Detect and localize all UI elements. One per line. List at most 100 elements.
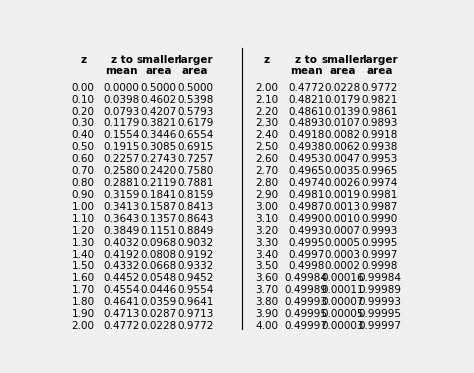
Text: 0.9641: 0.9641 <box>177 297 213 307</box>
Text: 0.49993: 0.49993 <box>284 297 328 307</box>
Text: 0.49995: 0.49995 <box>284 309 328 319</box>
Text: 0.0446: 0.0446 <box>140 285 176 295</box>
Text: 0.8849: 0.8849 <box>177 226 213 236</box>
Text: 0.4772: 0.4772 <box>103 321 140 331</box>
Text: 0.1841: 0.1841 <box>140 190 177 200</box>
Text: 0.99997: 0.99997 <box>358 321 401 331</box>
Text: 0.9772: 0.9772 <box>361 83 398 93</box>
Text: 1.10: 1.10 <box>72 214 95 224</box>
Text: 0.4965: 0.4965 <box>288 166 324 176</box>
Text: 0.1587: 0.1587 <box>140 202 177 212</box>
Text: 0.0359: 0.0359 <box>140 297 176 307</box>
Text: 0.9772: 0.9772 <box>177 321 213 331</box>
Text: 1.70: 1.70 <box>72 285 95 295</box>
Text: 0.2119: 0.2119 <box>140 178 177 188</box>
Text: 0.0107: 0.0107 <box>325 119 361 128</box>
Text: larger
area: larger area <box>362 55 397 76</box>
Text: 0.00005: 0.00005 <box>321 309 364 319</box>
Text: 0.4821: 0.4821 <box>288 95 324 104</box>
Text: 0.4998: 0.4998 <box>288 261 324 272</box>
Text: 0.4332: 0.4332 <box>103 261 140 272</box>
Text: 3.50: 3.50 <box>255 261 278 272</box>
Text: 0.70: 0.70 <box>72 166 95 176</box>
Text: smaller
area: smaller area <box>137 55 180 76</box>
Text: 0.3446: 0.3446 <box>140 130 177 140</box>
Text: 0.7257: 0.7257 <box>177 154 213 164</box>
Text: 0.9192: 0.9192 <box>177 250 213 260</box>
Text: 3.60: 3.60 <box>255 273 278 283</box>
Text: 0.4995: 0.4995 <box>288 238 324 248</box>
Text: 0.4192: 0.4192 <box>103 250 140 260</box>
Text: 0.9032: 0.9032 <box>177 238 213 248</box>
Text: larger
area: larger area <box>177 55 213 76</box>
Text: 0.6915: 0.6915 <box>177 142 213 152</box>
Text: 0.0793: 0.0793 <box>104 107 140 116</box>
Text: z: z <box>80 55 86 65</box>
Text: 2.10: 2.10 <box>255 95 278 104</box>
Text: 0.8159: 0.8159 <box>177 190 213 200</box>
Text: 0.4953: 0.4953 <box>288 154 324 164</box>
Text: 0.4207: 0.4207 <box>140 107 176 116</box>
Text: 2.60: 2.60 <box>255 154 278 164</box>
Text: 0.00003: 0.00003 <box>321 321 364 331</box>
Text: 0.1915: 0.1915 <box>103 142 140 152</box>
Text: 0.4974: 0.4974 <box>288 178 324 188</box>
Text: 3.00: 3.00 <box>255 202 278 212</box>
Text: 0.0228: 0.0228 <box>140 321 176 331</box>
Text: 0.5000: 0.5000 <box>177 83 213 93</box>
Text: 3.70: 3.70 <box>255 285 278 295</box>
Text: 0.9990: 0.9990 <box>362 214 398 224</box>
Text: 0.9554: 0.9554 <box>177 285 213 295</box>
Text: 0.5793: 0.5793 <box>177 107 213 116</box>
Text: 0.3413: 0.3413 <box>103 202 140 212</box>
Text: 2.80: 2.80 <box>255 178 278 188</box>
Text: 0.0548: 0.0548 <box>140 273 176 283</box>
Text: 0.9993: 0.9993 <box>361 226 398 236</box>
Text: 0.9974: 0.9974 <box>361 178 398 188</box>
Text: 2.40: 2.40 <box>255 130 278 140</box>
Text: 0.0019: 0.0019 <box>325 190 361 200</box>
Text: 0.9861: 0.9861 <box>361 107 398 116</box>
Text: 3.80: 3.80 <box>255 297 278 307</box>
Text: 0.99984: 0.99984 <box>358 273 401 283</box>
Text: 0.4893: 0.4893 <box>288 119 324 128</box>
Text: 0.4713: 0.4713 <box>103 309 140 319</box>
Text: 0.80: 0.80 <box>72 178 95 188</box>
Text: 0.4772: 0.4772 <box>288 83 324 93</box>
Text: 0.0007: 0.0007 <box>325 226 361 236</box>
Text: 0.00007: 0.00007 <box>321 297 364 307</box>
Text: 0.30: 0.30 <box>72 119 95 128</box>
Text: 0.0228: 0.0228 <box>325 83 361 93</box>
Text: 0.0003: 0.0003 <box>325 250 361 260</box>
Text: 0.99995: 0.99995 <box>358 309 401 319</box>
Text: 1.00: 1.00 <box>72 202 95 212</box>
Text: 0.3821: 0.3821 <box>140 119 177 128</box>
Text: 0.9713: 0.9713 <box>177 309 213 319</box>
Text: 0.4993: 0.4993 <box>288 226 324 236</box>
Text: 0.5000: 0.5000 <box>140 83 176 93</box>
Text: 0.49989: 0.49989 <box>284 285 328 295</box>
Text: 3.90: 3.90 <box>255 309 278 319</box>
Text: 0.0139: 0.0139 <box>325 107 361 116</box>
Text: 0.4981: 0.4981 <box>288 190 324 200</box>
Text: 0.9998: 0.9998 <box>361 261 398 272</box>
Text: 0.4938: 0.4938 <box>288 142 324 152</box>
Text: 0.9918: 0.9918 <box>361 130 398 140</box>
Text: 0.5398: 0.5398 <box>177 95 213 104</box>
Text: 2.00: 2.00 <box>255 83 278 93</box>
Text: 0.0398: 0.0398 <box>104 95 140 104</box>
Text: z to
mean: z to mean <box>290 55 322 76</box>
Text: 0.8413: 0.8413 <box>177 202 213 212</box>
Text: 0.4452: 0.4452 <box>103 273 140 283</box>
Text: 0.0062: 0.0062 <box>325 142 361 152</box>
Text: 0.0179: 0.0179 <box>325 95 361 104</box>
Text: smaller
area: smaller area <box>321 55 365 76</box>
Text: 0.9332: 0.9332 <box>177 261 213 272</box>
Text: 0.9893: 0.9893 <box>361 119 398 128</box>
Text: 1.50: 1.50 <box>72 261 95 272</box>
Text: z: z <box>264 55 270 65</box>
Text: 0.4987: 0.4987 <box>288 202 324 212</box>
Text: 0.60: 0.60 <box>72 154 95 164</box>
Text: 0.9995: 0.9995 <box>361 238 398 248</box>
Text: 0.00016: 0.00016 <box>321 273 364 283</box>
